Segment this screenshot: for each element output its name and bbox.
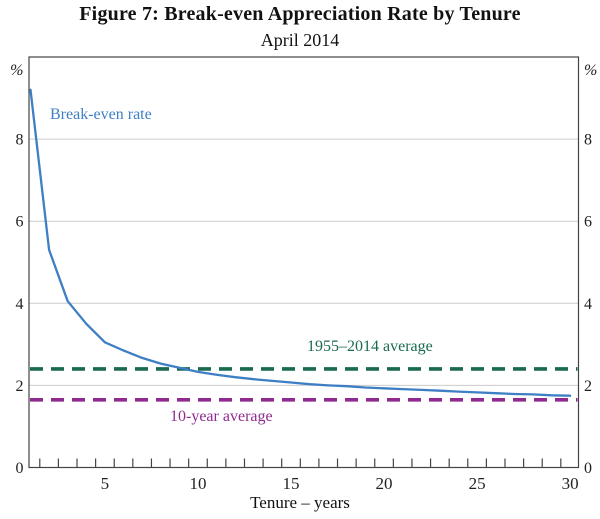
y-tick-label-right: 8 [584, 132, 592, 149]
x-axis-title: Tenure – years [250, 493, 350, 512]
y-axis-unit-left: % [10, 62, 23, 79]
y-tick-label-left: 4 [16, 296, 24, 313]
plot-border [28, 56, 580, 469]
x-tick-label: 25 [469, 474, 486, 493]
y-tick-label-left: 8 [16, 132, 24, 149]
chart-subtitle: April 2014 [260, 30, 340, 50]
x-tick-label: 20 [376, 474, 393, 493]
y-tick-label-left: 6 [16, 214, 24, 231]
y-tick-label-right: 6 [584, 214, 592, 231]
x-tick-label: 5 [101, 474, 110, 493]
y-tick-label-right: 0 [584, 460, 592, 477]
x-tick-label: 30 [562, 474, 579, 493]
ten-year-average-label: 10-year average [170, 408, 273, 425]
breakeven-rate-label: Break-even rate [50, 106, 152, 123]
x-tick-label: 15 [283, 474, 300, 493]
y-tick-label-left: 0 [16, 460, 24, 477]
y-axis-unit-right: % [584, 62, 597, 79]
long-run-average-label: 1955–2014 average [307, 338, 433, 355]
breakeven-rate-curve [29, 88, 572, 397]
y-tick-label-right: 2 [584, 378, 592, 395]
chart-title: Figure 7: Break-even Appreciation Rate b… [79, 3, 521, 25]
y-tick-label-right: 4 [584, 296, 592, 313]
y-tick-label-left: 2 [16, 378, 24, 395]
x-tick-label: 10 [189, 474, 206, 493]
